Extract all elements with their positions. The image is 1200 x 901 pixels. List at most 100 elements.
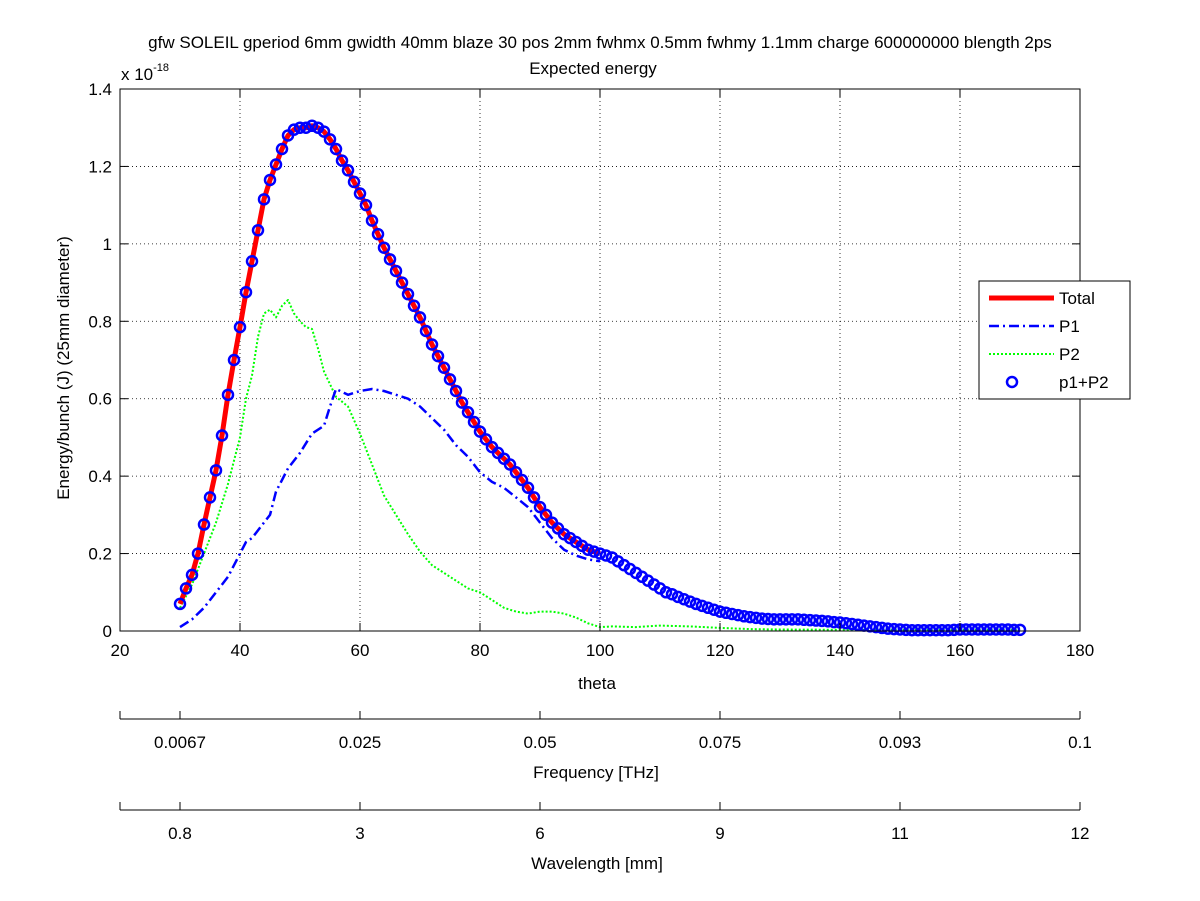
series-p1-p2-point <box>227 353 241 367</box>
y-tick-label: 0 <box>103 622 112 641</box>
series-p1-p2-point <box>269 158 283 171</box>
series-p1-p2-point <box>929 623 943 637</box>
y-axis-label: Energy/bunch (J) (25mm diameter) <box>54 236 73 500</box>
legend-label-p2: P2 <box>1059 345 1080 364</box>
x-tick-label: 180 <box>1066 641 1094 660</box>
series-p1-p2-point <box>917 623 931 637</box>
y-multiplier-label: x 10-18 <box>121 62 169 84</box>
legend: Total P1 P2 p1+P2 <box>978 280 1131 400</box>
series-p1-p2-point <box>389 264 403 278</box>
series-p1-p2-point <box>341 164 355 177</box>
x-tick-label: 60 <box>351 641 370 660</box>
series-p1-p2-point <box>887 622 901 636</box>
x-tick-label: 160 <box>946 641 974 660</box>
series-p1-p2-point <box>479 433 493 446</box>
series-p1-p2-point <box>683 595 697 608</box>
series-p1-p2-point <box>1001 623 1015 636</box>
y-tick-label: 1.2 <box>88 157 112 176</box>
series-p1-p2-point <box>461 406 475 419</box>
x-tick-label: 120 <box>706 641 734 660</box>
series-p1-p2-point <box>689 597 703 611</box>
axis-title: Wavelength [mm] <box>531 854 663 873</box>
series-p1-p2-point <box>809 614 823 627</box>
series-p1-p2-point <box>665 587 679 601</box>
series-p1-p2-point <box>743 610 757 624</box>
axis-tick-label: 0.075 <box>699 733 742 752</box>
series-p1-p2-point <box>233 320 247 334</box>
x-tick-label: 40 <box>231 641 250 660</box>
series-p1-p2-point <box>509 466 523 479</box>
series-p1-p2-point <box>731 608 745 622</box>
series-p1-p2-point <box>425 338 439 351</box>
series-p1-p2-point <box>593 547 607 560</box>
series-p1-p2-point <box>347 175 361 189</box>
legend-swatch-p1-p2 <box>1005 375 1019 389</box>
series-p1-p2-point <box>401 287 415 301</box>
series-p1-p2-point <box>947 623 961 637</box>
series-p1-p2-point <box>257 193 271 206</box>
series-p1-p2-point <box>443 373 457 386</box>
x-tick-label: 20 <box>111 641 130 660</box>
axis-tick-label: 11 <box>891 824 909 843</box>
series-p1-p2-point <box>587 545 601 558</box>
x-tick-label: 140 <box>826 641 854 660</box>
y-tick-label: 0.2 <box>88 545 112 564</box>
series-p1-p2-point <box>521 481 535 495</box>
series-p1-p2-point <box>659 586 673 599</box>
series-p1-p2-point <box>203 491 217 504</box>
series-p1-p2-point <box>791 613 805 626</box>
series-p1-p2-point <box>359 198 373 212</box>
series-p1-p2-point <box>677 593 691 606</box>
series-p1-p2-point <box>695 599 709 613</box>
legend-label-total: Total <box>1059 289 1095 308</box>
series-p1-p2-point <box>827 615 841 629</box>
y-tick-label: 0.6 <box>88 390 112 409</box>
series-p1-p2-point <box>995 623 1009 636</box>
series-p1-p2-point <box>503 458 517 471</box>
series-p1-p2-point <box>515 473 529 487</box>
series-p1-p2-point <box>581 543 595 556</box>
secondary-axes: 0.0067 0.025 0.05 0.075 0.093 0.1 Frequency [T… <box>119 711 1092 873</box>
series-p1-p2-point <box>713 605 727 618</box>
axis-tick-label: 0.093 <box>879 733 922 752</box>
series-p1-p2-point <box>911 623 925 637</box>
series-p1-p2-point <box>215 429 229 442</box>
series-p1-p2-point <box>785 613 799 626</box>
series-p1-p2-markers <box>173 119 1027 637</box>
axis-tick-label: 3 <box>355 824 364 843</box>
series-p1-p2-point <box>209 464 223 477</box>
series-p1-p2-point <box>893 623 907 636</box>
series-p1-p2-point <box>935 623 949 637</box>
y-multiplier-base: x 10 <box>121 65 153 84</box>
axis-tick-label: 0.05 <box>523 733 556 752</box>
series-p1-p2-point <box>905 623 919 637</box>
series-p1-p2-point <box>197 518 211 531</box>
legend-box <box>978 280 1131 400</box>
series-p1-p2-point <box>533 500 547 514</box>
series-p1-p2-point <box>707 603 721 616</box>
series-p1-p2-point <box>407 299 421 313</box>
series-p1-p2-point <box>671 590 685 604</box>
x-tick-label: 100 <box>586 641 614 660</box>
series-p1-p2-point <box>899 623 913 637</box>
series-p1-p2-point <box>869 620 883 634</box>
series-p1-p2-point <box>881 622 895 635</box>
y-tick-label: 0.4 <box>88 467 112 486</box>
series-p1-p2-point <box>179 582 193 595</box>
series-p1-p2-point <box>263 173 277 187</box>
legend-label-p1-p2: p1+P2 <box>1059 373 1109 392</box>
series-p1-p2-point <box>329 142 343 156</box>
series-p1-p2-point <box>353 187 367 200</box>
series-p1-p2-point <box>851 618 865 632</box>
series-layer <box>173 119 1027 637</box>
series-p1-p2-point <box>1007 623 1021 637</box>
x-axis-label: theta <box>578 674 616 693</box>
series-p1-p2-point <box>335 154 349 167</box>
series-p1-p2-point <box>419 324 433 338</box>
series-p1-p2-point <box>989 623 1003 636</box>
legend-label-p1: P1 <box>1059 317 1080 336</box>
series-p1-p2-point <box>449 384 463 398</box>
series-p1-p2-point <box>305 119 319 133</box>
series-p1-p2-point <box>701 601 715 615</box>
